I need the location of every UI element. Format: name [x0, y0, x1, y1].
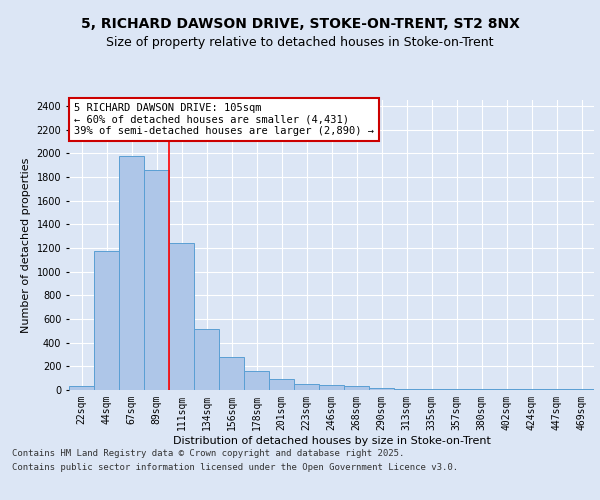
Bar	[69, 386, 94, 390]
Bar	[269, 380, 294, 390]
Bar	[219, 358, 244, 390]
Text: 5, RICHARD DAWSON DRIVE, STOKE-ON-TRENT, ST2 8NX: 5, RICHARD DAWSON DRIVE, STOKE-ON-TRENT,…	[80, 18, 520, 32]
Bar	[369, 388, 394, 390]
Text: Size of property relative to detached houses in Stoke-on-Trent: Size of property relative to detached ho…	[106, 36, 494, 49]
Text: 5 RICHARD DAWSON DRIVE: 105sqm
← 60% of detached houses are smaller (4,431)
39% : 5 RICHARD DAWSON DRIVE: 105sqm ← 60% of …	[74, 103, 374, 136]
Bar	[319, 385, 344, 390]
Y-axis label: Number of detached properties: Number of detached properties	[21, 158, 31, 332]
Text: Contains HM Land Registry data © Crown copyright and database right 2025.: Contains HM Land Registry data © Crown c…	[12, 448, 404, 458]
Bar	[94, 251, 119, 390]
Bar	[344, 386, 369, 390]
Text: Contains public sector information licensed under the Open Government Licence v3: Contains public sector information licen…	[12, 464, 458, 472]
Bar	[119, 156, 144, 390]
Bar	[194, 329, 219, 390]
Bar	[244, 371, 269, 390]
X-axis label: Distribution of detached houses by size in Stoke-on-Trent: Distribution of detached houses by size …	[173, 436, 490, 446]
Bar	[169, 242, 194, 390]
Bar	[144, 170, 169, 390]
Bar	[294, 384, 319, 390]
